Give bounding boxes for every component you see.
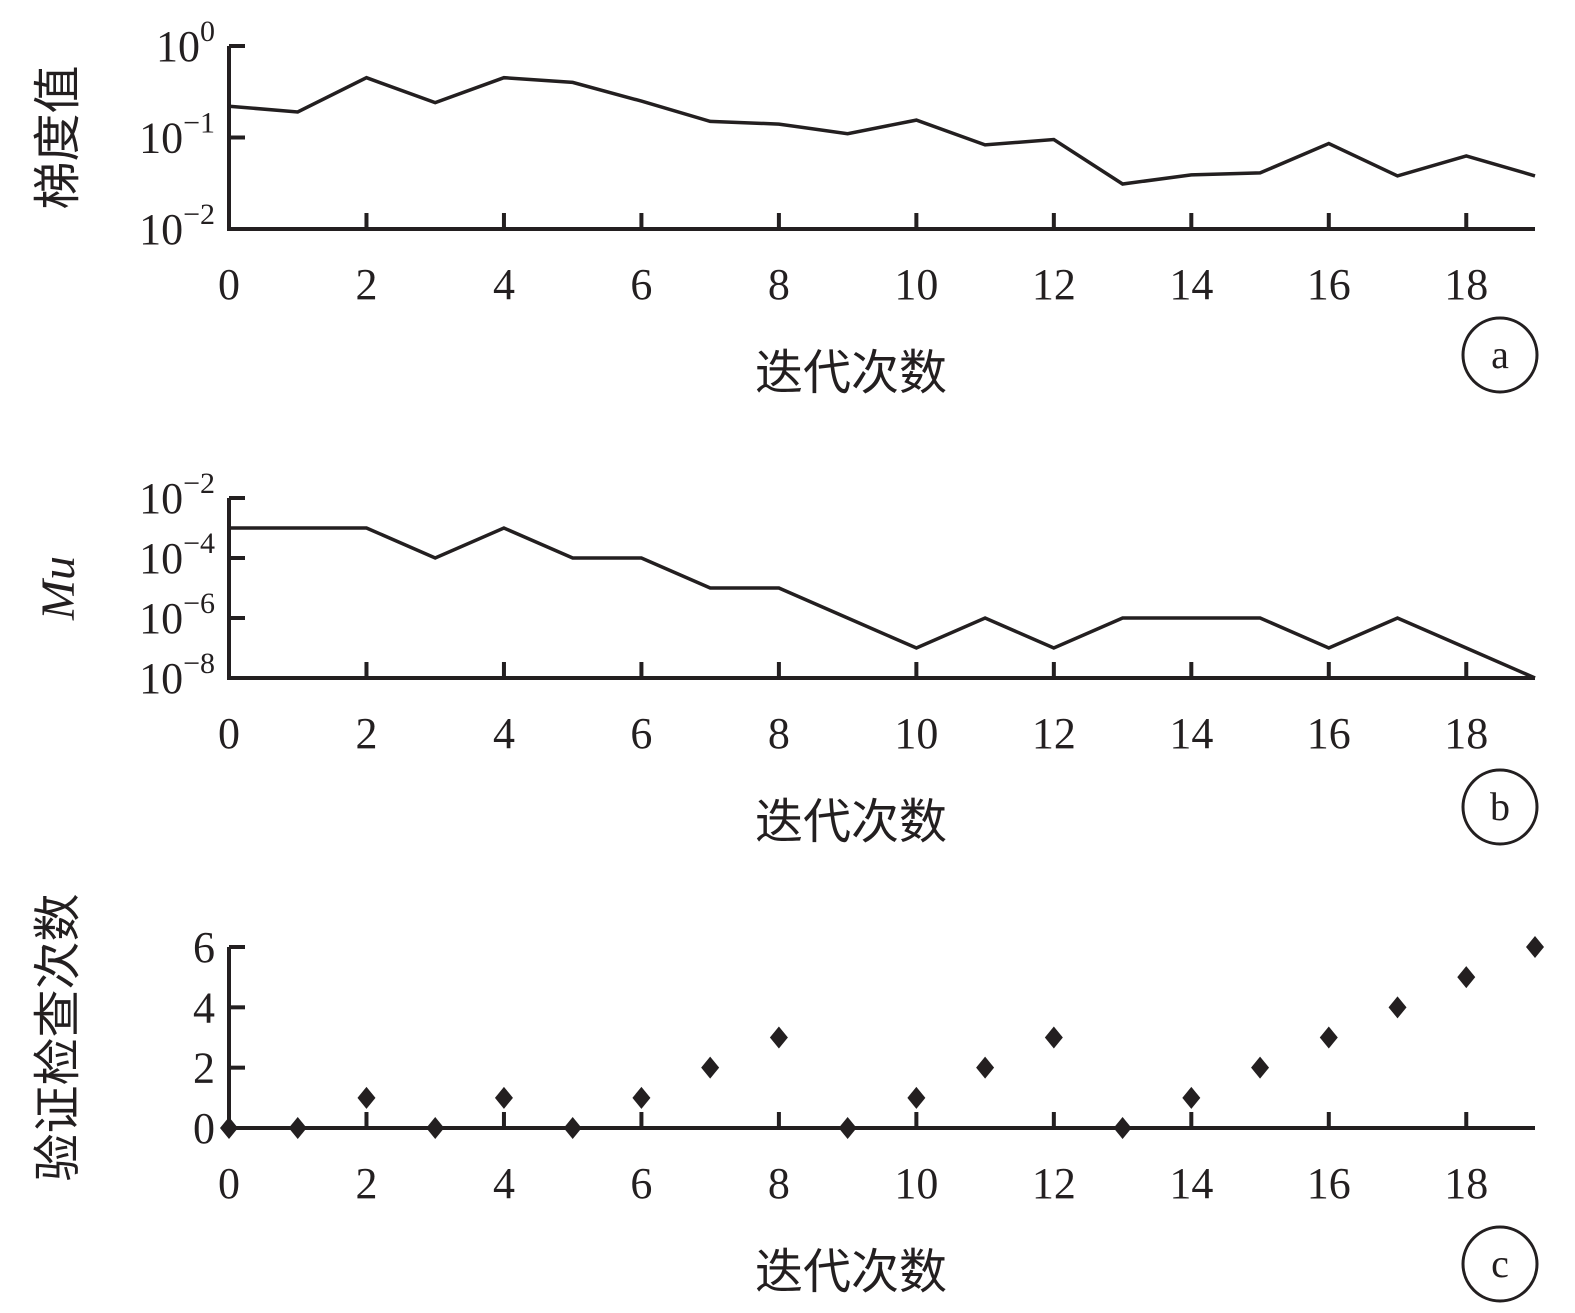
x-tick-label: 6 — [630, 709, 652, 758]
x-tick-label: 4 — [493, 709, 515, 758]
data-point — [563, 1117, 582, 1139]
x-tick-label: 0 — [218, 709, 240, 758]
y-axis-title: 梯度值 — [30, 65, 86, 209]
x-tick-label: 8 — [768, 709, 790, 758]
x-axis-title: 迭代次数 — [755, 345, 947, 401]
x-tick-label: 10 — [894, 260, 938, 309]
data-point — [357, 1086, 376, 1109]
x-tick-label: 18 — [1444, 709, 1488, 758]
data-point — [976, 1056, 995, 1079]
x-tick-label: 2 — [355, 1159, 377, 1208]
data-point — [220, 1117, 238, 1139]
data-point — [426, 1117, 445, 1139]
data-point — [769, 1026, 788, 1049]
x-tick-label: 12 — [1032, 1159, 1076, 1208]
panel-badge-label: b — [1490, 784, 1510, 829]
x-axis-title: 迭代次数 — [755, 794, 947, 850]
x-tick-label: 14 — [1169, 260, 1213, 309]
x-tick-label: 18 — [1444, 260, 1488, 309]
x-tick-label: 18 — [1444, 1159, 1488, 1208]
y-tick-label: 4 — [193, 983, 215, 1032]
data-point — [1113, 1117, 1132, 1139]
x-tick-label: 0 — [218, 260, 240, 309]
data-point — [632, 1086, 651, 1109]
x-tick-label: 0 — [218, 1159, 240, 1208]
x-tick-label: 2 — [355, 260, 377, 309]
data-point — [1319, 1026, 1338, 1049]
x-tick-label: 6 — [630, 260, 652, 309]
y-tick-label: 10−6 — [139, 587, 215, 643]
data-point — [1526, 936, 1544, 958]
x-tick-label: 12 — [1032, 709, 1076, 758]
x-tick-label: 14 — [1169, 1159, 1213, 1208]
x-tick-label: 12 — [1032, 260, 1076, 309]
x-tick-label: 4 — [493, 1159, 515, 1208]
data-point — [701, 1056, 720, 1079]
panel-badge-circle — [1461, 316, 1539, 394]
data-point — [838, 1117, 857, 1139]
data-point — [907, 1086, 926, 1109]
x-tick-label: 14 — [1169, 709, 1213, 758]
panel-b: 0 2 4 6 8 10 12 14 16 18 10−210−410−610−8 Mu 迭代次数 b — [32, 467, 1539, 850]
y-tick-label: 0 — [193, 1104, 215, 1153]
x-tick-label: 2 — [355, 709, 377, 758]
x-tick-label: 8 — [768, 1159, 790, 1208]
x-tick-label: 10 — [894, 1159, 938, 1208]
data-point — [1388, 996, 1407, 1019]
y-tick-label: 10−1 — [139, 107, 215, 163]
y-tick-label: 100 — [156, 15, 215, 71]
y-axis-title: Mu — [32, 556, 85, 621]
data-line — [228, 75, 1536, 186]
data-point — [494, 1086, 513, 1109]
y-tick-label: 6 — [193, 923, 215, 972]
x-tick-label: 16 — [1307, 709, 1351, 758]
x-tick-label: 4 — [493, 260, 515, 309]
panel-badge-circle — [1461, 1225, 1539, 1303]
y-tick-label: 10−4 — [139, 527, 215, 583]
x-tick-label: 6 — [630, 1159, 652, 1208]
x-tick-label: 16 — [1307, 1159, 1351, 1208]
data-point — [288, 1117, 307, 1139]
data-point — [1457, 966, 1476, 989]
data-point — [1182, 1086, 1201, 1109]
panel-badge-label: a — [1491, 332, 1509, 377]
x-tick-label: 10 — [894, 709, 938, 758]
x-tick-label: 16 — [1307, 260, 1351, 309]
x-tick-label: 8 — [768, 260, 790, 309]
y-axis-title: 验证检查次数 — [30, 893, 86, 1181]
panel-badge-circle — [1461, 768, 1539, 846]
x-axis-title: 迭代次数 — [755, 1244, 947, 1300]
data-point — [1251, 1056, 1270, 1079]
panel-badge-label: c — [1491, 1241, 1509, 1286]
data-line — [229, 526, 1536, 680]
y-tick-label: 10−2 — [139, 198, 215, 254]
data-point — [1044, 1026, 1063, 1049]
y-tick-label: 10−8 — [139, 647, 215, 703]
y-tick-label: 10−2 — [139, 467, 215, 523]
y-tick-label: 2 — [193, 1044, 215, 1093]
